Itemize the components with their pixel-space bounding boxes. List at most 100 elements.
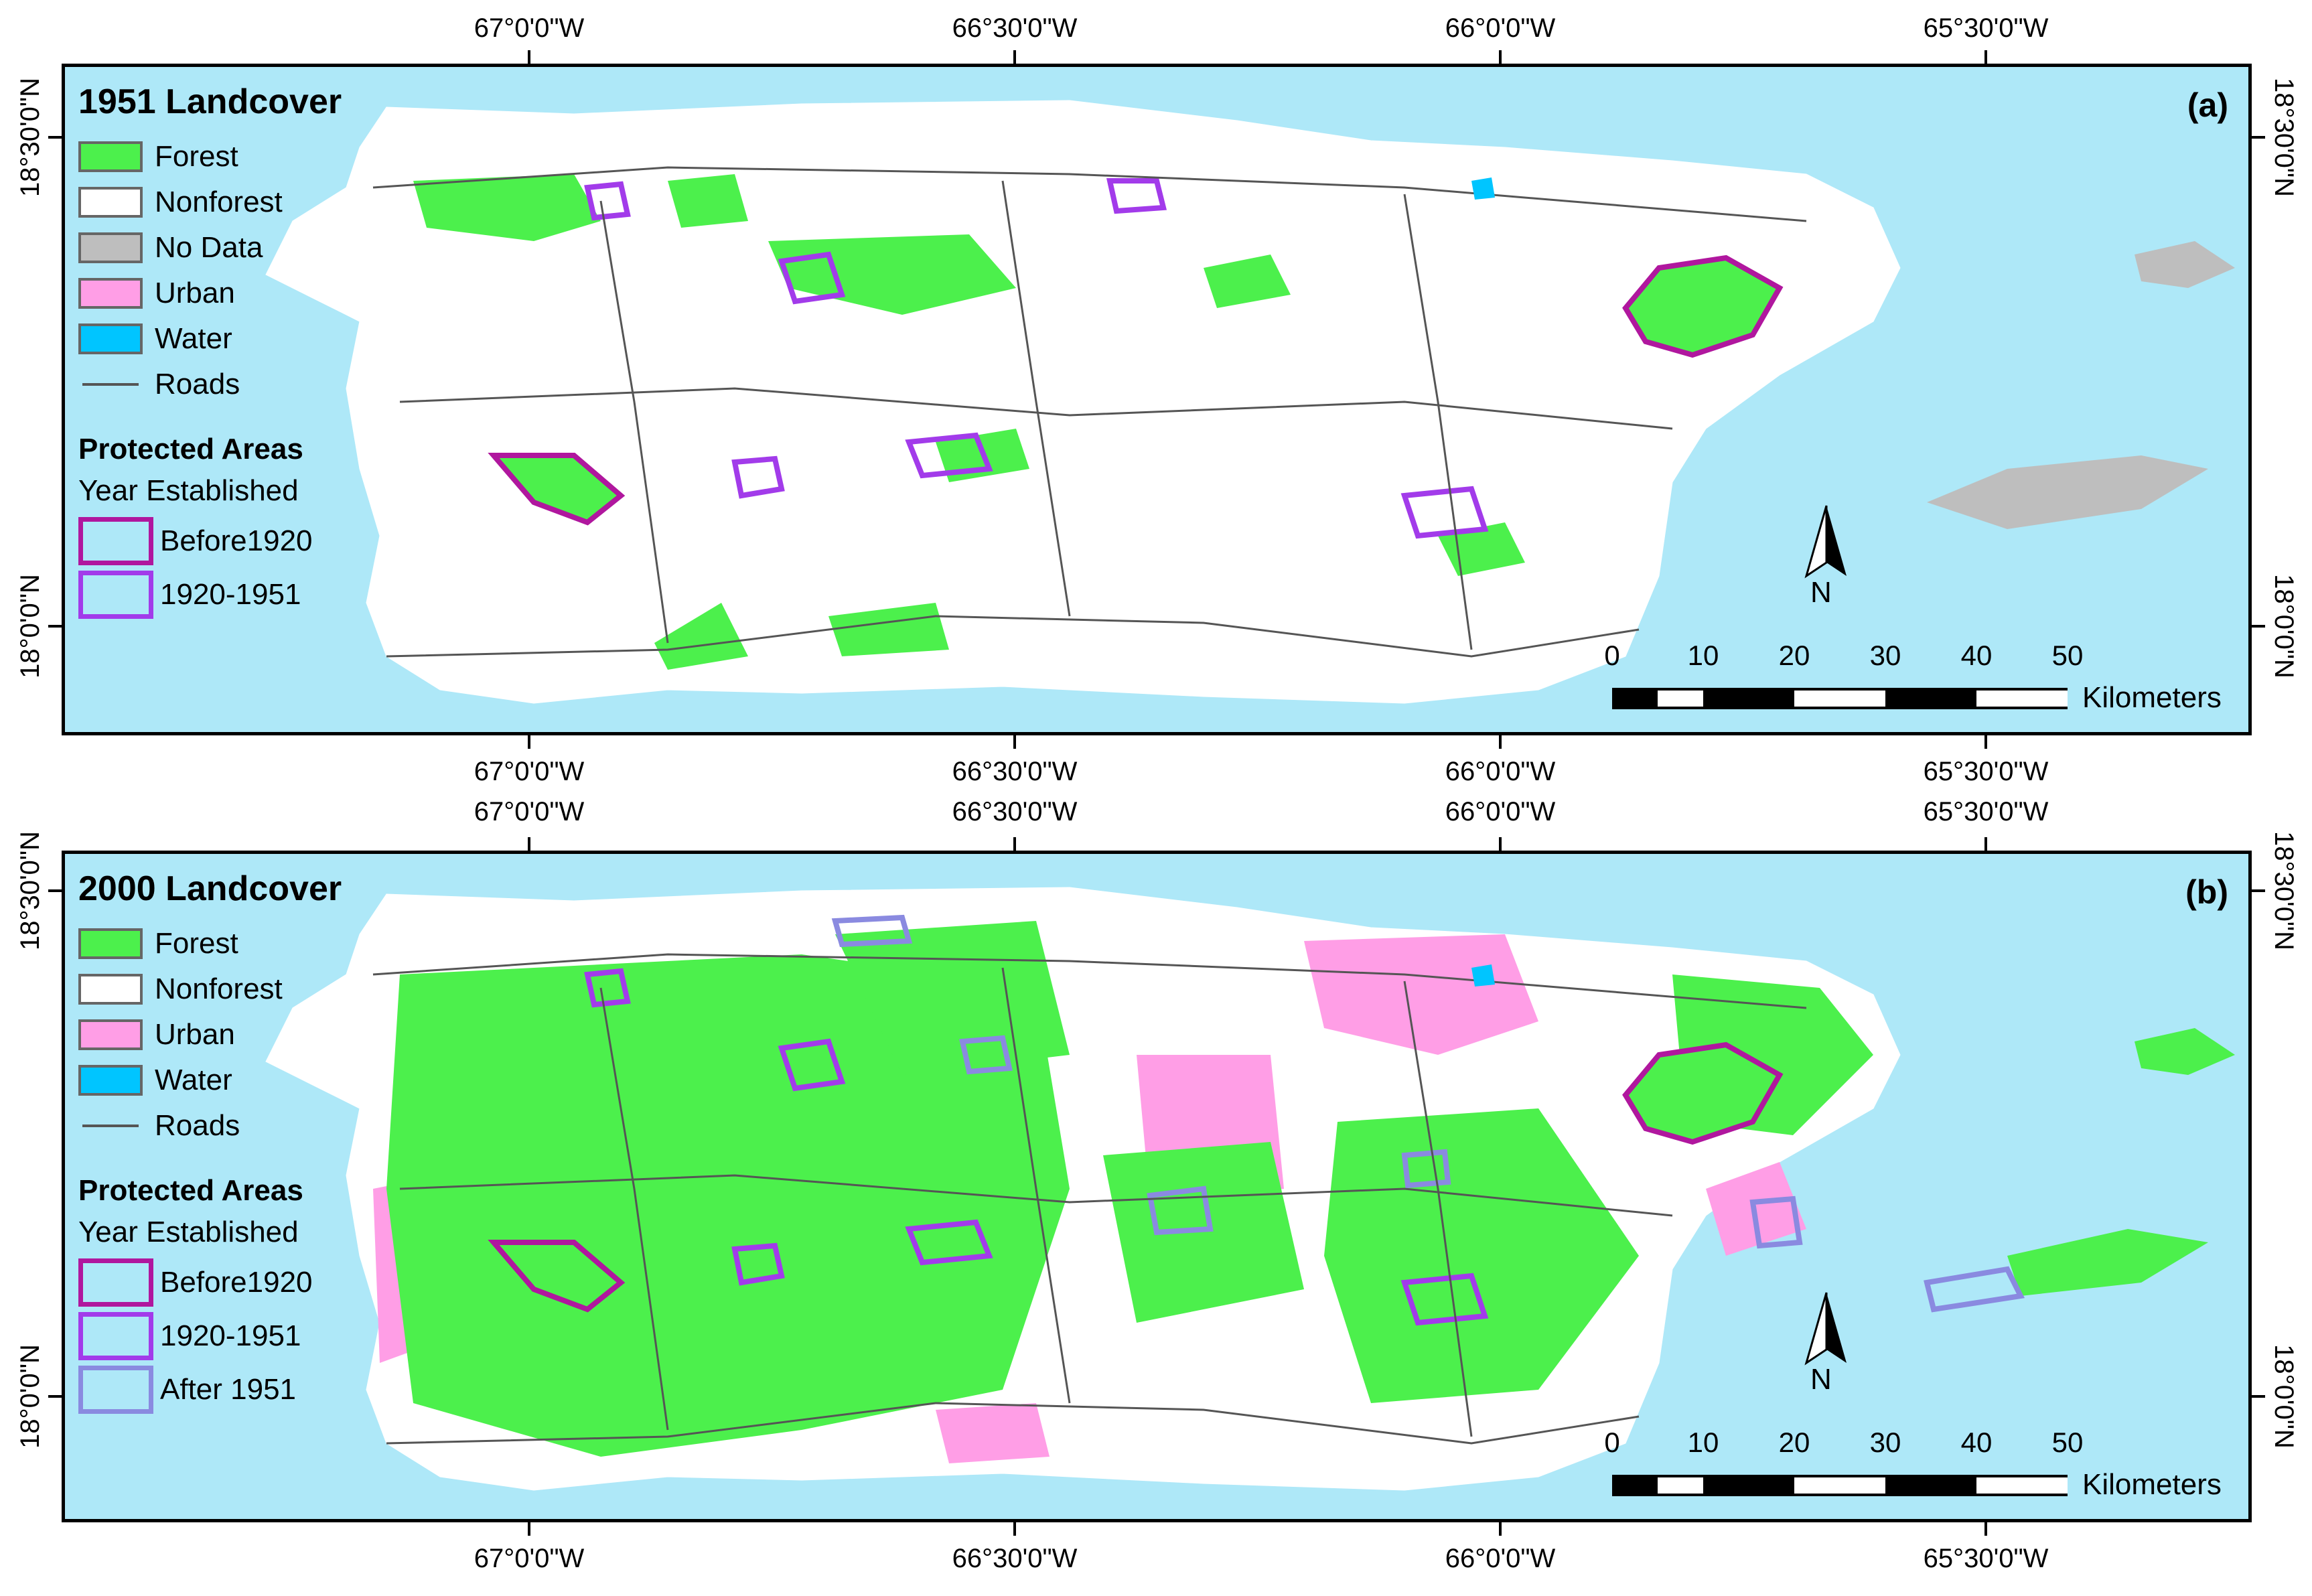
- tick-mark: [1499, 735, 1502, 749]
- scale-tick-label: 20: [1778, 1427, 1810, 1458]
- island-culebra: [2135, 1028, 2235, 1075]
- longitude-label: 65°30'0"W: [1923, 757, 2049, 786]
- scale-segment: [1612, 1477, 1658, 1494]
- scale-tick-label: 0: [1604, 640, 1620, 671]
- tick-mark: [1984, 1522, 1987, 1536]
- protected-areas-subtitle: Year Established: [78, 474, 299, 507]
- legend-item: Water: [78, 1063, 232, 1098]
- island-vieques: [1927, 455, 2208, 529]
- longitude-label: 67°0'0"W: [474, 757, 585, 786]
- protected-areas-subtitle: Year Established: [78, 1216, 299, 1248]
- legend-line-icon: [78, 369, 143, 400]
- legend-item: Forest: [78, 926, 238, 961]
- roads: [372, 166, 1807, 658]
- scale-tick-label: 30: [1869, 640, 1901, 671]
- legend-swatch: [78, 1019, 143, 1050]
- tick-mark: [1013, 837, 1016, 851]
- protected-1920-1951: [584, 968, 1489, 1326]
- scale-tick-label: 10: [1687, 640, 1719, 671]
- scale-segment: [1658, 691, 1703, 707]
- protected-after-1951: [831, 914, 2025, 1313]
- legend-label: No Data: [155, 231, 263, 264]
- protected-areas-title: Protected Areas: [78, 1174, 303, 1207]
- latitude-label: 18°0'0"N: [2269, 574, 2299, 678]
- protected-class-label: After 1951: [160, 1373, 297, 1406]
- legend-label: Roads: [155, 1109, 240, 1142]
- legend-label: Roads: [155, 368, 240, 401]
- longitude-label: 66°30'0"W: [952, 797, 1078, 826]
- reserve-southwest: [488, 1240, 626, 1313]
- protected-class-item: Before1920: [78, 516, 313, 567]
- legend-item: Water: [78, 321, 232, 356]
- latitude-label: 18°30'0"N: [2269, 831, 2299, 950]
- tick-mark: [48, 625, 62, 628]
- legend-item: No Data: [78, 230, 263, 265]
- tick-mark: [528, 1522, 530, 1536]
- tick-mark: [1013, 50, 1016, 64]
- legend-item: Nonforest: [78, 972, 283, 1007]
- scale-tick-label: 10: [1687, 1427, 1719, 1458]
- protected-class-swatch: [78, 1258, 153, 1307]
- legend-swatch: [78, 187, 143, 218]
- legend-label: Urban: [155, 277, 235, 309]
- tick-mark: [1984, 735, 1987, 749]
- longitude-label: 66°0'0"W: [1445, 1544, 1556, 1573]
- legend-swatch: [78, 974, 143, 1005]
- water-body: [1471, 177, 1495, 200]
- protected-class-label: 1920-1951: [160, 1319, 301, 1352]
- longitude-label: 65°30'0"W: [1923, 13, 2049, 43]
- panel-title: 1951 Landcover: [78, 82, 342, 121]
- panel-letter: (b): [2185, 873, 2228, 911]
- legend-line-icon: [78, 1110, 143, 1141]
- water-body: [1471, 964, 1495, 987]
- longitude-label: 65°30'0"W: [1923, 1544, 2049, 1573]
- protected-class-swatch: [78, 1312, 153, 1360]
- tick-mark: [2252, 889, 2265, 892]
- legend-item: Urban: [78, 276, 235, 311]
- scale-tick-label: 50: [2051, 1427, 2084, 1458]
- latitude-label: 18°30'0"N: [15, 831, 45, 950]
- scale-segment: [1976, 691, 2068, 707]
- protected-1920-1951: [584, 178, 1489, 539]
- island-culebra: [2135, 241, 2235, 288]
- protected-class-swatch: [78, 1366, 153, 1414]
- latitude-label: 18°0'0"N: [15, 574, 45, 678]
- legend-label: Forest: [155, 140, 238, 173]
- legend-item: Roads: [78, 1108, 240, 1143]
- legend-swatch: [78, 232, 143, 263]
- tick-mark: [1984, 50, 1987, 64]
- protected-areas-title: Protected Areas: [78, 433, 303, 465]
- legend-swatch: [78, 278, 143, 309]
- tick-mark: [528, 735, 530, 749]
- scale-tick-label: 20: [1778, 640, 1810, 671]
- scale-tick-label: 30: [1869, 1427, 1901, 1458]
- north-arrow: N: [1800, 1289, 1853, 1396]
- map-canvas-2000: [265, 887, 2235, 1491]
- legend-item: Urban: [78, 1017, 235, 1052]
- north-arrow-icon: [1804, 505, 1847, 579]
- longitude-label: 66°30'0"W: [952, 1544, 1078, 1573]
- north-arrow-icon: [1804, 1292, 1847, 1366]
- longitude-label: 67°0'0"W: [474, 13, 585, 43]
- map-panel-2000: 2000 Landcover (b) Forest Nonforest Urban W…: [62, 851, 2252, 1522]
- protected-class-label: Before1920: [160, 1266, 313, 1299]
- tick-mark: [528, 50, 530, 64]
- legend-label: Nonforest: [155, 186, 283, 218]
- scale-bar-graphic: [1612, 1475, 2068, 1496]
- protected-class-label: Before1920: [160, 524, 313, 557]
- protected-class-item: Before1920: [78, 1257, 313, 1308]
- roads: [372, 953, 1807, 1445]
- north-label: N: [1810, 576, 1832, 609]
- latitude-label: 18°30'0"N: [15, 78, 45, 197]
- scale-unit: Kilometers: [2082, 1468, 2222, 1501]
- tick-mark: [2252, 136, 2265, 139]
- scale-segment: [1976, 1477, 2068, 1494]
- scale-segment: [1703, 691, 1794, 707]
- north-arrow: N: [1800, 502, 1853, 609]
- longitude-label: 66°0'0"W: [1445, 13, 1556, 43]
- tick-mark: [1499, 50, 1502, 64]
- scale-segment: [1794, 691, 1885, 707]
- tick-mark: [1499, 837, 1502, 851]
- protected-class-swatch: [78, 571, 153, 619]
- tick-mark: [1013, 1522, 1016, 1536]
